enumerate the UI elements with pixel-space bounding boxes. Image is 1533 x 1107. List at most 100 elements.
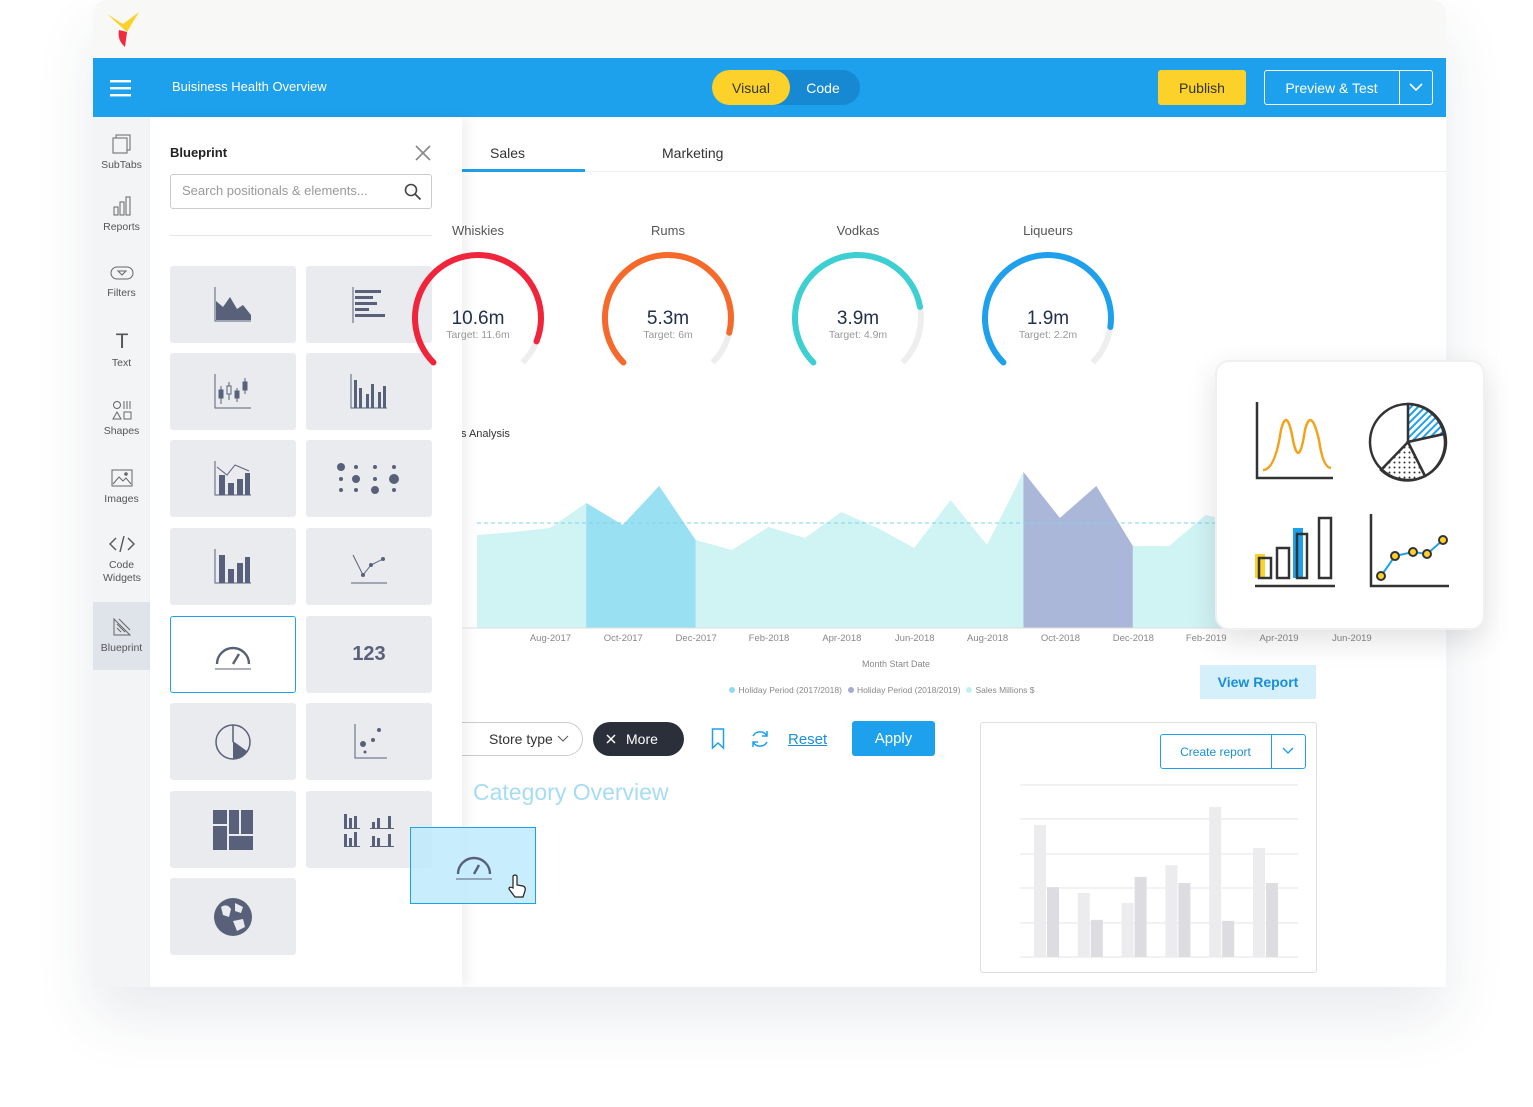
preview-button[interactable]: Preview & Test bbox=[1285, 79, 1378, 96]
sidebar-label: Code Widgets bbox=[103, 559, 141, 584]
sidebar-item[interactable]: T Text bbox=[93, 329, 150, 370]
line-chart-tile[interactable] bbox=[306, 528, 432, 605]
number-tile[interactable]: 123 bbox=[306, 616, 432, 693]
gauge-arc bbox=[982, 252, 1114, 366]
bar-list-tile[interactable] bbox=[306, 266, 432, 343]
bar bbox=[1034, 824, 1046, 957]
tab-bar bbox=[462, 117, 1446, 172]
app-window: Buisiness Health Overview Visual Code Pu… bbox=[93, 0, 1446, 987]
x-tick-label: Apr-2019 bbox=[1259, 633, 1298, 644]
gauge-value: 10.6m bbox=[452, 308, 505, 329]
gauge-tile-selected[interactable] bbox=[170, 616, 296, 693]
refresh-icon[interactable] bbox=[748, 728, 772, 750]
create-report-dropdown[interactable] bbox=[1282, 747, 1294, 755]
close-panel[interactable] bbox=[415, 145, 431, 161]
bar bbox=[1253, 847, 1265, 957]
tab[interactable]: Sales bbox=[490, 145, 526, 161]
bar-icon[interactable] bbox=[1253, 512, 1337, 592]
gauge-target: Target: 6m bbox=[643, 329, 693, 341]
gauge-label: Whiskies bbox=[452, 223, 505, 238]
column-chart-tile[interactable] bbox=[306, 353, 432, 430]
bar bbox=[1266, 883, 1278, 957]
bar bbox=[1090, 919, 1103, 957]
search-placeholder: Search positionals & elements... bbox=[182, 183, 368, 198]
mode-code[interactable]: Code bbox=[806, 79, 840, 96]
drag-ghost bbox=[410, 827, 536, 904]
bar bbox=[1134, 876, 1147, 957]
line-icon[interactable] bbox=[1367, 512, 1451, 592]
menu-button[interactable] bbox=[110, 79, 132, 97]
combo-chart-tile[interactable] bbox=[170, 440, 296, 517]
x-tick-label: Jun-2019 bbox=[1332, 633, 1372, 644]
bookmark-icon[interactable] bbox=[711, 728, 725, 750]
pie-icon[interactable] bbox=[1367, 400, 1449, 484]
sales-chart: Aug-2017 Oct-2017 Dec-2017 Feb-2018 Apr-2018… bbox=[462, 472, 1372, 644]
sidebar-label: Images bbox=[104, 493, 139, 505]
sidebar-item[interactable]: SubTabs bbox=[93, 133, 150, 172]
create-report-group bbox=[1160, 734, 1306, 769]
map-tile[interactable] bbox=[170, 878, 296, 955]
sidebar-label: Shapes bbox=[103, 425, 140, 437]
legend-swatch bbox=[729, 687, 736, 693]
report-chart bbox=[1020, 784, 1298, 958]
bar-chart-tile[interactable] bbox=[170, 528, 296, 605]
store-type-label: Store type bbox=[489, 731, 553, 747]
top-strip bbox=[93, 0, 1446, 58]
dot-matrix-tile[interactable] bbox=[306, 440, 432, 517]
gauge-arc bbox=[792, 252, 924, 366]
chevron bbox=[557, 735, 569, 742]
legend-item: Holiday Period (2017/2018) bbox=[729, 685, 842, 695]
tab-underline bbox=[462, 169, 585, 172]
x-tick-label: Apr-2018 bbox=[822, 633, 861, 644]
gauge-label: Liqueurs bbox=[1023, 223, 1073, 238]
sidebar-item-active[interactable]: Blueprint bbox=[93, 602, 150, 670]
bar bbox=[1077, 893, 1090, 957]
x-tick-label: Aug-2018 bbox=[967, 633, 1008, 644]
treemap-tile[interactable] bbox=[170, 791, 296, 868]
x-tick-label: Oct-2018 bbox=[1041, 633, 1080, 644]
sidebar-item[interactable]: Reports bbox=[93, 195, 150, 234]
section-title: Category Overview bbox=[473, 779, 669, 805]
x-tick-label: Feb-2019 bbox=[1186, 633, 1227, 644]
gauge-value: 5.3m bbox=[647, 308, 689, 329]
report-card bbox=[980, 722, 1317, 973]
create-report-button[interactable]: Create report bbox=[1180, 744, 1251, 759]
x-tick-label: Jun-2018 bbox=[895, 633, 935, 644]
gauge-value: 3.9m bbox=[837, 308, 879, 329]
legend-item: Holiday Period (2018/2019) bbox=[847, 685, 960, 695]
close-icon bbox=[606, 734, 616, 744]
sidebar-item[interactable]: Images bbox=[93, 467, 150, 506]
number-tile-label: 123 bbox=[352, 643, 386, 665]
tab[interactable]: Marketing bbox=[662, 145, 724, 161]
gauge-arc bbox=[412, 252, 544, 366]
sidebar-item[interactable]: Code Widgets bbox=[93, 533, 150, 585]
gauge-label: Rums bbox=[651, 223, 685, 238]
gauge-label: Vodkas bbox=[837, 223, 880, 238]
more-button[interactable] bbox=[593, 722, 684, 756]
distribution-icon[interactable] bbox=[1253, 400, 1335, 484]
gauge-arc bbox=[602, 252, 734, 366]
sidebar-item[interactable]: Filters bbox=[93, 263, 150, 300]
view-report-button[interactable]: View Report bbox=[1200, 665, 1316, 699]
bar bbox=[1121, 902, 1134, 957]
sidebar-item[interactable]: Shapes bbox=[93, 399, 150, 438]
preview-dropdown[interactable] bbox=[1409, 82, 1423, 92]
x-tick-label: Oct-2017 bbox=[604, 633, 643, 644]
publish-button[interactable]: Publish bbox=[1158, 70, 1246, 105]
apply-button[interactable]: Apply bbox=[852, 721, 935, 756]
bar bbox=[1222, 920, 1235, 957]
cursor bbox=[508, 874, 526, 898]
legend: Holiday Period (2017/2018) Holiday Period… bbox=[723, 685, 1041, 695]
search-icon bbox=[404, 183, 422, 201]
svg-text:T: T bbox=[115, 330, 128, 353]
bar bbox=[1047, 887, 1059, 957]
scatter-tile[interactable] bbox=[306, 703, 432, 780]
search-box[interactable] bbox=[170, 174, 432, 209]
mode-visual[interactable]: Visual bbox=[712, 70, 790, 105]
pie-chart-tile[interactable] bbox=[170, 703, 296, 780]
area-chart-tile[interactable] bbox=[170, 266, 296, 343]
more-label: More bbox=[626, 731, 658, 747]
candlestick-tile[interactable] bbox=[170, 353, 296, 430]
reset-link[interactable]: Reset bbox=[788, 731, 828, 748]
